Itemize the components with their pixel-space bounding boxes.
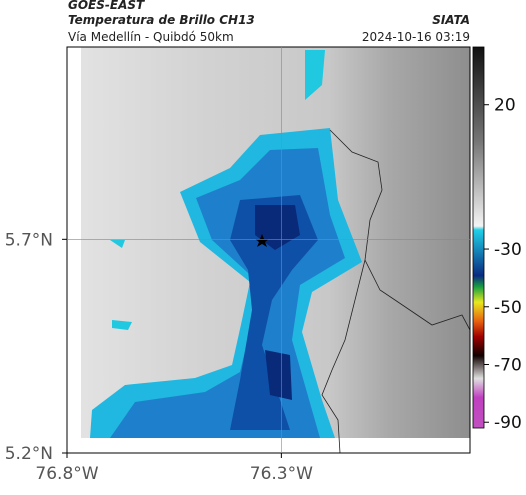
- map-image: [67, 47, 470, 453]
- colorbar-tick-label: -50: [494, 298, 522, 318]
- x-tick-label: 76.3°W: [250, 464, 313, 484]
- y-tick-label: 5.2°N: [5, 444, 53, 464]
- colorbar-tick-label: -90: [494, 413, 522, 433]
- map-frame: [66, 46, 471, 454]
- x-tick-label: 76.8°W: [35, 464, 98, 484]
- y-tick-label: 5.7°N: [5, 230, 53, 250]
- colorbar-tick-label: 20: [494, 96, 516, 116]
- colorbar-tick-label: -70: [494, 356, 522, 376]
- product: Temperatura de Brillo CH13: [68, 13, 255, 27]
- route: Vía Medellín - Quibdó 50km: [68, 30, 234, 44]
- timestamp: 2024-10-16 03:19: [362, 30, 470, 44]
- colorbar-tick-label: -30: [494, 240, 522, 260]
- source: GOES-EAST: [68, 0, 145, 12]
- colorbar: [472, 46, 485, 429]
- org: SIATA: [432, 13, 470, 27]
